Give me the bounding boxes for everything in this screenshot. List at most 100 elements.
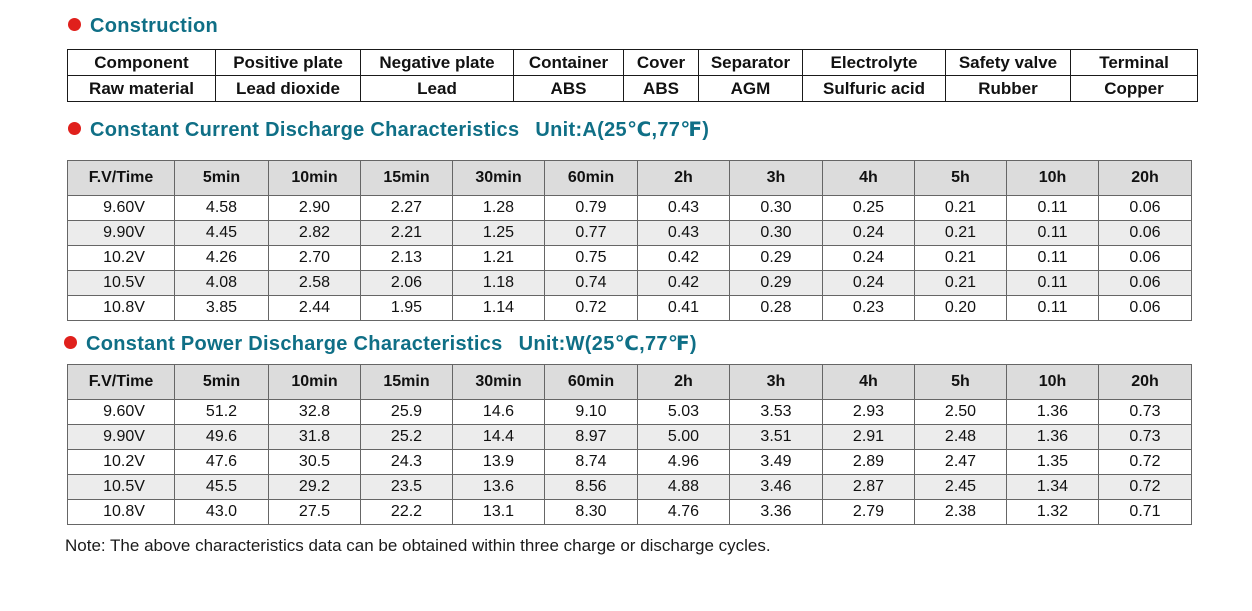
table-cell: Safety valve — [945, 49, 1071, 76]
table-cell: 3.46 — [729, 474, 823, 500]
table-cell: 2.91 — [822, 424, 915, 450]
table-cell: 0.71 — [1098, 499, 1192, 525]
table-cell: 0.75 — [544, 245, 638, 271]
table-cell: 0.11 — [1006, 245, 1099, 271]
table-cell: 8.97 — [544, 424, 638, 450]
final-voltage-cell: 9.60V — [67, 399, 175, 425]
power-discharge-table: F.V/Time 5min 10min 15min 30min 60min 2h 3h 4h 5h… — [67, 364, 1192, 525]
column-header: F.V/Time — [67, 364, 175, 400]
table-cell: 0.77 — [544, 220, 638, 246]
column-header: F.V/Time — [67, 160, 175, 196]
final-voltage-cell: 10.2V — [67, 245, 175, 271]
current-unit: Unit:A(25℃,77℉) — [535, 119, 710, 141]
table-cell: Lead — [360, 75, 514, 102]
footnote: Note: The above characteristics data can… — [65, 536, 771, 555]
table-cell: 0.06 — [1098, 245, 1192, 271]
table-cell: Electrolyte — [802, 49, 946, 76]
final-voltage-cell: 9.90V — [67, 220, 175, 246]
table-cell: 0.74 — [544, 270, 638, 296]
final-voltage-cell: 10.2V — [67, 449, 175, 475]
table-cell: 1.36 — [1006, 424, 1099, 450]
table-cell: 2.27 — [360, 195, 453, 221]
table-cell: 1.21 — [452, 245, 545, 271]
table-cell: 2.48 — [914, 424, 1007, 450]
table-cell: 0.21 — [914, 245, 1007, 271]
table-cell: 0.11 — [1006, 295, 1099, 321]
table-cell: 0.25 — [822, 195, 915, 221]
table-cell: 0.28 — [729, 295, 823, 321]
column-header: 10h — [1006, 160, 1099, 196]
component-row: Component Positive plate Negative plate Con… — [67, 49, 1198, 76]
table-cell: 2.90 — [268, 195, 361, 221]
table-cell: ABS — [513, 75, 624, 102]
table-cell: 24.3 — [360, 449, 453, 475]
table-row: 10.8V 3.85 2.44 1.95 1.14 0.72 0.41 0.28 0.23 0.2… — [67, 295, 1192, 321]
table-cell: 2.45 — [914, 474, 1007, 500]
table-cell: 4.26 — [174, 245, 269, 271]
table-cell: 1.28 — [452, 195, 545, 221]
table-cell: 0.41 — [637, 295, 730, 321]
table-cell: 0.24 — [822, 220, 915, 246]
current-discharge-title: Constant Current Discharge Characteristi… — [90, 119, 520, 141]
table-cell: 31.8 — [268, 424, 361, 450]
table-cell: AGM — [698, 75, 803, 102]
column-header: 5min — [174, 364, 269, 400]
column-header: 5min — [174, 160, 269, 196]
table-cell: 13.1 — [452, 499, 545, 525]
table-cell: 3.36 — [729, 499, 823, 525]
construction-title: Construction — [90, 15, 219, 37]
table-cell: 0.42 — [637, 270, 730, 296]
table-cell: 0.06 — [1098, 195, 1192, 221]
table-cell: Terminal — [1070, 49, 1198, 76]
column-header: 2h — [637, 364, 730, 400]
table-cell: 0.43 — [637, 220, 730, 246]
bullet-icon — [68, 18, 81, 31]
final-voltage-cell: 10.8V — [67, 499, 175, 525]
table-cell: 0.06 — [1098, 295, 1192, 321]
construction-table: Component Positive plate Negative plate Con… — [67, 49, 1198, 102]
table-cell: 2.50 — [914, 399, 1007, 425]
table-cell: 0.73 — [1098, 399, 1192, 425]
table-cell: 5.00 — [637, 424, 730, 450]
table-cell: 0.73 — [1098, 424, 1192, 450]
table-row: 9.90V 4.45 2.82 2.21 1.25 0.77 0.43 0.30 0.24 0.2… — [67, 220, 1192, 246]
table-cell: 0.79 — [544, 195, 638, 221]
table-cell: ABS — [623, 75, 699, 102]
column-header: 3h — [729, 364, 823, 400]
table-row: 10.2V 47.6 30.5 24.3 13.9 8.74 4.96 3.49 2.89 2.4… — [67, 449, 1192, 475]
column-header: 4h — [822, 160, 915, 196]
table-cell: Sulfuric acid — [802, 75, 946, 102]
table-cell: 4.76 — [637, 499, 730, 525]
table-cell: 0.24 — [822, 245, 915, 271]
power-discharge-title: Constant Power Discharge Characteristics — [86, 333, 503, 355]
table-cell: 0.06 — [1098, 220, 1192, 246]
column-header: 5h — [914, 160, 1007, 196]
column-header: 15min — [360, 364, 453, 400]
table-cell: Component — [67, 49, 216, 76]
final-voltage-cell: 9.90V — [67, 424, 175, 450]
table-cell: 8.74 — [544, 449, 638, 475]
table-cell: 2.44 — [268, 295, 361, 321]
table-cell: 4.08 — [174, 270, 269, 296]
table-cell: 2.38 — [914, 499, 1007, 525]
table-cell: 4.58 — [174, 195, 269, 221]
table-cell: 0.11 — [1006, 195, 1099, 221]
table-cell: 3.49 — [729, 449, 823, 475]
table-cell: Lead dioxide — [215, 75, 361, 102]
construction-heading: Construction — [68, 15, 218, 38]
table-cell: 1.34 — [1006, 474, 1099, 500]
final-voltage-cell: 10.5V — [67, 474, 175, 500]
table-cell: 1.25 — [452, 220, 545, 246]
column-header: 30min — [452, 364, 545, 400]
table-cell: 43.0 — [174, 499, 269, 525]
table-cell: 2.13 — [360, 245, 453, 271]
column-header: 4h — [822, 364, 915, 400]
table-cell: 14.6 — [452, 399, 545, 425]
column-header: 5h — [914, 364, 1007, 400]
table-cell: Container — [513, 49, 624, 76]
raw-material-row: Raw material Lead dioxide Lead ABS ABS AGM Sul… — [67, 75, 1198, 102]
table-cell: 0.42 — [637, 245, 730, 271]
table-cell: 3.85 — [174, 295, 269, 321]
table-row: 10.8V 43.0 27.5 22.2 13.1 8.30 4.76 3.36 2.79 2.3… — [67, 499, 1192, 525]
table-cell: 4.96 — [637, 449, 730, 475]
